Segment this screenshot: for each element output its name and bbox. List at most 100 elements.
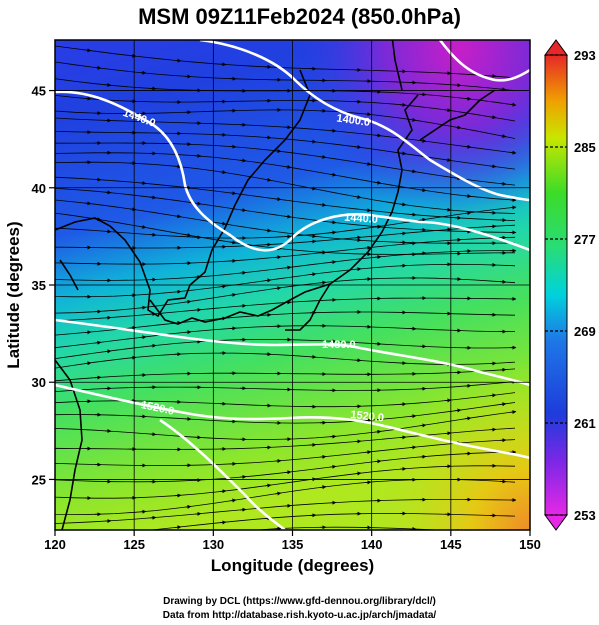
- wind-arrow: [185, 536, 191, 537]
- wind-arrow: [274, 491, 282, 496]
- wind-arrow: [374, 255, 382, 260]
- wind-arrow: [364, 245, 372, 250]
- streamline: [55, 311, 516, 336]
- x-axis-ticks: 120 125 130 135 140 145 150: [44, 530, 541, 552]
- wind-arrow: [499, 134, 507, 139]
- wind-arrow: [174, 289, 182, 294]
- wind-arrow: [409, 414, 417, 419]
- wind-arrow: [219, 520, 227, 525]
- wind-arrow: [309, 234, 317, 239]
- x-tick-label: 130: [202, 537, 224, 552]
- wind-arrow: [139, 70, 147, 75]
- wind-arrow: [499, 181, 507, 186]
- wind-arrow: [264, 278, 272, 283]
- wind-arrow: [229, 498, 237, 503]
- wind-arrow: [354, 439, 362, 444]
- wind-arrow: [509, 410, 517, 415]
- wind-arrow: [219, 284, 227, 289]
- wind-arrow: [194, 511, 202, 516]
- wind-arrow: [309, 272, 317, 277]
- wind-arrow: [184, 504, 192, 509]
- wind-arrow: [149, 343, 157, 348]
- wind-arrow: [274, 149, 282, 154]
- wind-arrow: [274, 286, 282, 291]
- wind-arrow: [219, 489, 227, 494]
- streamline: [55, 161, 516, 214]
- wind-arrow: [409, 169, 417, 174]
- wind-arrow: [274, 197, 282, 202]
- coastline: [55, 40, 496, 530]
- wind-arrow: [419, 217, 427, 222]
- wind-arrow: [354, 267, 362, 272]
- streamline: [55, 392, 516, 411]
- y-tick-label: 45: [32, 84, 46, 99]
- wind-arrow: [229, 240, 237, 245]
- wind-arrow: [284, 470, 292, 475]
- colorbar-tick-label: 253: [574, 508, 596, 523]
- height-contours: [55, 40, 530, 530]
- wind-arrow: [454, 408, 462, 413]
- y-tick-label: 25: [32, 472, 46, 487]
- colorbar-tick-label: 269: [574, 324, 596, 339]
- streamline: [55, 250, 516, 281]
- contour-label: 1440.0: [344, 212, 378, 226]
- wind-arrow: [139, 305, 147, 310]
- colorbar-bottom-arrow: [544, 514, 568, 531]
- wind-arrow: [399, 435, 407, 440]
- wind-arrow: [139, 509, 147, 514]
- streamline: [55, 297, 516, 322]
- wind-arrow: [364, 112, 372, 117]
- streamline: [55, 152, 516, 201]
- streamline: [55, 402, 516, 424]
- wind-arrow: [174, 58, 182, 63]
- wind-arrow: [509, 205, 517, 210]
- wind-arrow: [239, 474, 247, 479]
- wind-arrow: [264, 177, 272, 182]
- wind-arrow: [329, 434, 337, 439]
- streamline: [55, 199, 515, 244]
- wind-arrow: [329, 220, 337, 225]
- wind-arrow: [274, 255, 282, 260]
- wind-arrow: [399, 231, 407, 236]
- wind-arrow: [284, 164, 292, 169]
- wind-arrow: [229, 191, 237, 196]
- streamline: [55, 411, 516, 440]
- wind-arrow: [499, 402, 507, 407]
- wind-arrow: [239, 208, 247, 213]
- wind-arrow: [219, 221, 227, 226]
- x-axis-label: Longitude (degrees): [210, 556, 375, 575]
- wind-arrow: [129, 207, 137, 212]
- contour-line: [55, 90, 530, 252]
- wind-arrow: [129, 355, 137, 360]
- colorbar-tick-label: 277: [574, 232, 596, 247]
- wind-arrow: [309, 139, 317, 144]
- wind-arrow: [229, 292, 237, 297]
- contour-line: [438, 40, 530, 82]
- wind-arrow: [364, 208, 372, 213]
- wind-arrow: [174, 214, 182, 219]
- wind-arrow: [219, 170, 227, 175]
- y-tick-label: 35: [32, 278, 46, 293]
- lat-lon-grid: [55, 40, 530, 530]
- wind-arrow: [239, 158, 247, 163]
- wind-arrow: [419, 423, 427, 428]
- x-tick-label: 135: [282, 537, 304, 552]
- wind-arrow: [84, 201, 92, 206]
- wind-arrow: [264, 483, 272, 488]
- wind-arrow: [409, 212, 417, 217]
- wind-arrow: [104, 83, 112, 87]
- wind-arrow: [174, 525, 182, 530]
- wind-arrow: [464, 211, 472, 216]
- contour-line: [55, 383, 530, 460]
- wind-arrow: [419, 138, 427, 143]
- wind-arrow: [419, 188, 427, 193]
- wind-arrow: [399, 151, 407, 156]
- credit-data: Data from http://database.rish.kyoto-u.a…: [162, 610, 437, 621]
- streamline: [55, 465, 516, 499]
- wind-arrow: [319, 154, 327, 159]
- x-tick-label: 120: [44, 537, 66, 552]
- wind-arrow: [94, 65, 102, 70]
- wind-arrow: [444, 207, 452, 212]
- wind-arrow: [84, 48, 92, 53]
- wind-arrow: [329, 230, 337, 235]
